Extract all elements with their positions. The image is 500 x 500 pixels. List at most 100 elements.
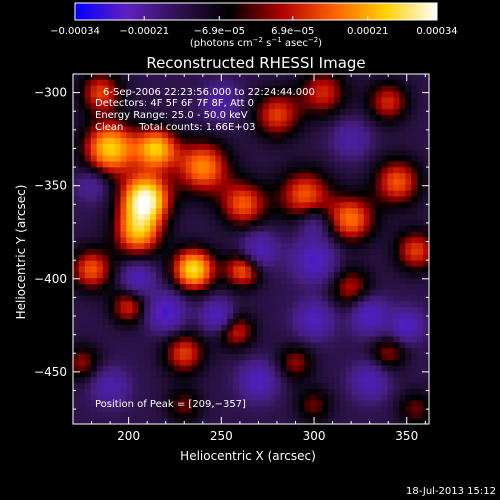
heatmap-cell <box>298 132 305 139</box>
heatmap-cell <box>215 249 222 256</box>
heatmap-cell <box>268 91 276 98</box>
heatmap-cell <box>203 184 211 192</box>
heatmap-cell <box>381 278 389 285</box>
heatmap-cell <box>167 225 175 233</box>
heatmap-cell <box>351 79 359 87</box>
heatmap-cell <box>90 400 98 408</box>
heatmap-cell <box>73 278 80 285</box>
heatmap-cell <box>298 138 305 145</box>
heatmap-cell <box>227 254 234 262</box>
heatmap-cell <box>233 272 240 279</box>
heatmap-cell <box>197 97 205 104</box>
heatmap-cell <box>156 266 163 273</box>
heatmap-cell <box>405 406 412 413</box>
heatmap-cell <box>375 208 383 215</box>
heatmap-cell <box>340 278 347 285</box>
heatmap-cell <box>215 394 222 402</box>
heatmap-cell <box>423 371 429 378</box>
heatmap-cell <box>274 394 282 402</box>
y-tick-label: −450 <box>34 365 67 379</box>
heatmap-cell <box>179 120 187 128</box>
heatmap-cell <box>203 272 211 279</box>
heatmap-cell <box>268 149 276 157</box>
heatmap-cell <box>316 208 323 215</box>
heatmap-cell <box>221 190 228 198</box>
heatmap-cell <box>345 120 353 128</box>
heatmap-cell <box>381 132 389 139</box>
heatmap-cell <box>144 161 151 168</box>
heatmap-cell <box>96 249 104 256</box>
heatmap-cell <box>162 155 169 163</box>
heatmap-cell <box>96 109 104 116</box>
heatmap-cell <box>215 109 222 116</box>
heatmap-cell <box>173 109 181 116</box>
heatmap-cell <box>381 301 389 308</box>
heatmap-cell <box>251 167 258 174</box>
heatmap-cell <box>102 155 110 163</box>
heatmap-cell <box>286 97 294 104</box>
heatmap-cell <box>221 167 228 174</box>
heatmap-cell <box>334 394 341 402</box>
heatmap-cell <box>132 126 139 133</box>
heatmap-cell <box>179 155 187 163</box>
heatmap-cell <box>280 278 288 285</box>
heatmap-cell <box>328 196 335 203</box>
heatmap-cell <box>239 138 246 145</box>
heatmap-cell <box>197 109 205 116</box>
colorbar-tick-label: −0.00034 <box>50 26 100 37</box>
heatmap-cell <box>233 243 240 250</box>
heatmap-cell <box>375 196 383 203</box>
heatmap-cell <box>328 330 335 338</box>
heatmap-cell <box>102 418 110 424</box>
heatmap-cell <box>274 383 282 390</box>
heatmap-cell <box>132 394 139 402</box>
heatmap-cell <box>328 418 335 424</box>
heatmap-cell <box>340 406 347 413</box>
heatmap-cell <box>292 319 300 326</box>
heatmap-cell <box>375 289 383 297</box>
heatmap-cell <box>73 324 80 332</box>
heatmap-cell <box>274 109 282 116</box>
heatmap-cell <box>78 149 86 157</box>
heatmap-cell <box>167 394 175 402</box>
heatmap-cell <box>393 371 400 378</box>
heatmap-cell <box>304 91 311 98</box>
heatmap-cell <box>411 418 418 424</box>
heatmap-cell <box>322 219 329 227</box>
heatmap-cell <box>417 394 424 402</box>
heatmap-cell <box>185 126 193 133</box>
heatmap-cell <box>197 260 205 268</box>
heatmap-cell <box>233 126 240 133</box>
heatmap-cell <box>78 103 86 110</box>
heatmap-cell <box>203 132 211 139</box>
heatmap-cell <box>167 400 175 408</box>
heatmap-cell <box>203 383 211 390</box>
heatmap-cell <box>292 301 300 308</box>
heatmap-cell <box>203 120 211 128</box>
heatmap-cell <box>239 383 246 390</box>
heatmap-cell <box>316 219 323 227</box>
heatmap-cell <box>340 336 347 343</box>
heatmap-cell <box>417 97 424 104</box>
heatmap-cell <box>215 202 222 209</box>
heatmap-cell <box>262 278 270 285</box>
heatmap-cell <box>126 79 133 87</box>
heatmap-cell <box>322 260 329 268</box>
heatmap-cell <box>209 348 216 355</box>
heatmap-cell <box>375 272 383 279</box>
heatmap-cell <box>173 196 181 203</box>
heatmap-cell <box>375 284 383 291</box>
heatmap-cell <box>369 307 377 314</box>
heatmap-cell <box>239 74 246 81</box>
heatmap-cell <box>340 138 347 145</box>
heatmap-cell <box>90 149 98 157</box>
heatmap-cell <box>102 289 110 297</box>
heatmap-cell <box>345 237 353 244</box>
heatmap-cell <box>227 97 234 104</box>
heatmap-cell <box>274 132 282 139</box>
heatmap-cell <box>340 307 347 314</box>
heatmap-cell <box>167 342 175 349</box>
heatmap-cell <box>399 284 406 291</box>
heatmap-cell <box>256 126 264 133</box>
heatmap-cell <box>162 249 169 256</box>
